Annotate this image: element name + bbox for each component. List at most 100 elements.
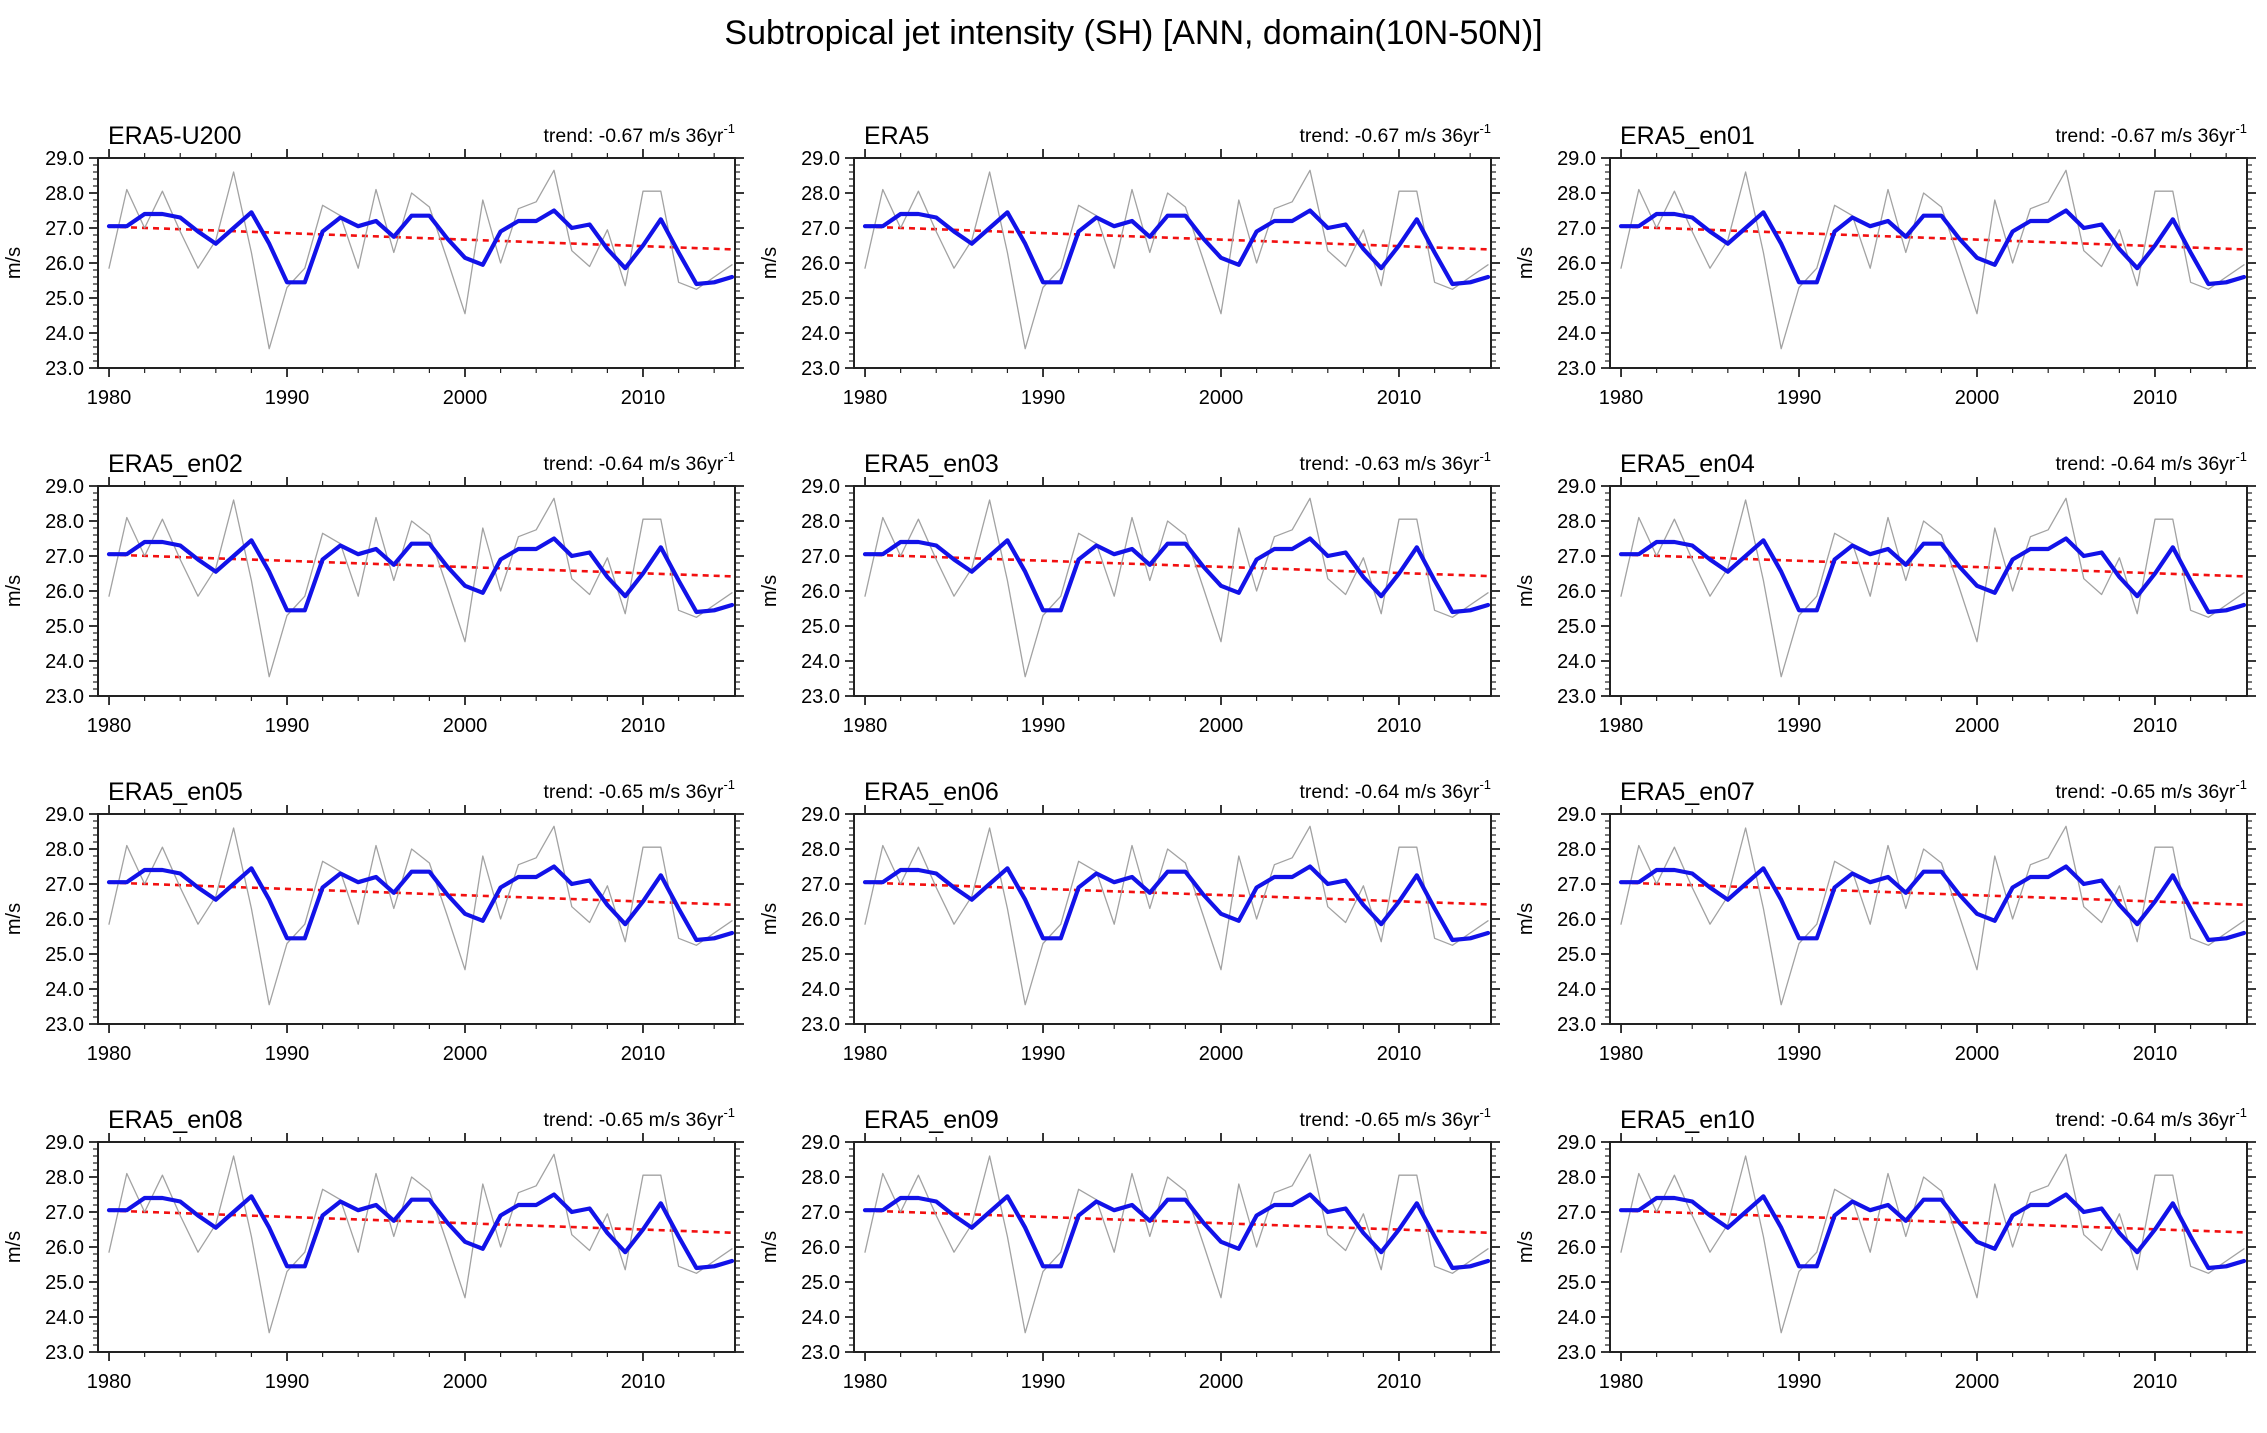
y-tick-label: 28.0 [45, 1167, 84, 1189]
chart-panel-ERA5: 23.0 24.0 25.0 26.0 27.0 28.0 29.0 m/s 1980 1990 2… [756, 112, 1512, 440]
annual-line [864, 1153, 1489, 1334]
trend-label: trend: -0.63 m/s 36yr-1 [1300, 449, 1491, 475]
y-tick-label: 29.0 [45, 1132, 84, 1154]
axis-frame [1609, 485, 2248, 697]
x-tick-label: 1990 [265, 715, 310, 737]
chart-panel-ERA5_en06: 23.0 24.0 25.0 26.0 27.0 28.0 29.0 m/s 1980 1990 2… [756, 768, 1512, 1096]
y-tick-label: 27.0 [801, 874, 840, 896]
panel-svg: 23.0 24.0 25.0 26.0 27.0 28.0 29.0 m/s 1980 1990 2… [1515, 1105, 2256, 1393]
y-tick-label: 26.0 [1557, 1237, 1596, 1259]
y-tick-label: 28.0 [801, 1167, 840, 1189]
y-tick-label: 29.0 [801, 476, 840, 498]
x-tick-label: 1980 [843, 387, 888, 409]
x-tick-label: 1980 [1599, 1371, 1644, 1393]
page-title: Subtropical jet intensity (SH) [ANN, dom… [724, 14, 1543, 52]
x-tick-label: 1990 [1021, 1043, 1066, 1065]
trend-label: trend: -0.67 m/s 36yr-1 [1300, 121, 1491, 147]
axis-frame [853, 813, 1492, 1025]
x-tick-label: 2010 [621, 715, 666, 737]
x-tick-label: 2010 [2133, 715, 2178, 737]
panel-svg: 23.0 24.0 25.0 26.0 27.0 28.0 29.0 m/s 1980 1990 2… [1515, 777, 2256, 1065]
y-tick-label: 26.0 [1557, 909, 1596, 931]
x-tick-label: 1990 [1021, 387, 1066, 409]
x-tick-label: 1980 [843, 715, 888, 737]
y-tick-label: 27.0 [45, 1202, 84, 1224]
y-axis-title: m/s [759, 1231, 781, 1263]
chart-panel-ERA5_en03: 23.0 24.0 25.0 26.0 27.0 28.0 29.0 m/s 1980 1990 2… [756, 440, 1512, 768]
x-tick-label: 2010 [621, 1371, 666, 1393]
trend-line [108, 881, 733, 907]
y-tick-label: 23.0 [1557, 1342, 1596, 1364]
x-tick-label: 2010 [621, 387, 666, 409]
y-tick-label: 28.0 [1557, 1167, 1596, 1189]
panel-title: ERA5_en06 [864, 778, 999, 806]
panel-svg: 23.0 24.0 25.0 26.0 27.0 28.0 29.0 m/s 1980 1990 2… [3, 777, 744, 1065]
panel-title: ERA5_en08 [108, 1106, 243, 1134]
panel-svg: 23.0 24.0 25.0 26.0 27.0 28.0 29.0 m/s 1980 1990 2… [759, 449, 1500, 737]
y-tick-label: 25.0 [801, 288, 840, 310]
smoothed-line [862, 208, 1491, 287]
x-tick-label: 1980 [87, 387, 132, 409]
x-tick-label: 1990 [1021, 715, 1066, 737]
x-tick-label: 2010 [2133, 1371, 2178, 1393]
panel-title: ERA5_en09 [864, 1106, 999, 1134]
x-tick-label: 2000 [1199, 1043, 1244, 1065]
y-axis-title: m/s [759, 903, 781, 935]
panel-svg: 23.0 24.0 25.0 26.0 27.0 28.0 29.0 m/s 1980 1990 2… [759, 1105, 1500, 1393]
x-tick-label: 1990 [1021, 1371, 1066, 1393]
y-tick-label: 26.0 [801, 253, 840, 275]
smoothed-line [1618, 1192, 2247, 1271]
x-tick-label: 1990 [265, 1043, 310, 1065]
annual-line [864, 497, 1489, 678]
annual-line [1620, 825, 2245, 1006]
panel-svg: 23.0 24.0 25.0 26.0 27.0 28.0 29.0 m/s 1980 1990 2… [1515, 121, 2256, 409]
trend-label: trend: -0.67 m/s 36yr-1 [2056, 121, 2247, 147]
axis-frame [1609, 1141, 2248, 1353]
trend-line [108, 553, 733, 578]
annual-line [108, 825, 733, 1006]
y-tick-label: 28.0 [801, 839, 840, 861]
y-tick-label: 29.0 [1557, 476, 1596, 498]
axis-frame [853, 1141, 1492, 1353]
y-tick-label: 27.0 [801, 1202, 840, 1224]
chart-panel-ERA5_en04: 23.0 24.0 25.0 26.0 27.0 28.0 29.0 m/s 1980 1990 2… [1512, 440, 2267, 768]
chart-panel-ERA5_en07: 23.0 24.0 25.0 26.0 27.0 28.0 29.0 m/s 1980 1990 2… [1512, 768, 2267, 1096]
trend-label: trend: -0.64 m/s 36yr-1 [1300, 777, 1491, 803]
trend-superscript: -1 [1479, 121, 1491, 136]
axis-frame [1609, 157, 2248, 369]
y-tick-label: 29.0 [45, 148, 84, 170]
y-axis-title: m/s [3, 1231, 25, 1263]
smoothed-line [1618, 864, 2247, 943]
y-axis-title: m/s [1515, 575, 1537, 607]
panel-svg: 23.0 24.0 25.0 26.0 27.0 28.0 29.0 m/s 1980 1990 2… [3, 1105, 744, 1393]
y-axis-title: m/s [3, 247, 25, 279]
y-tick-label: 26.0 [801, 909, 840, 931]
trend-line [1620, 1209, 2245, 1234]
smoothed-line [106, 864, 735, 943]
y-tick-label: 29.0 [45, 476, 84, 498]
x-tick-label: 2000 [1955, 1043, 2000, 1065]
smoothed-line [106, 208, 735, 287]
y-tick-label: 23.0 [45, 686, 84, 708]
y-tick-label: 27.0 [45, 546, 84, 568]
trend-superscript: -1 [2235, 449, 2247, 464]
x-tick-label: 1980 [843, 1043, 888, 1065]
y-tick-label: 24.0 [45, 323, 84, 345]
y-tick-label: 25.0 [45, 616, 84, 638]
y-tick-label: 24.0 [801, 323, 840, 345]
y-tick-label: 25.0 [45, 944, 84, 966]
trend-label: trend: -0.67 m/s 36yr-1 [544, 121, 735, 147]
y-tick-label: 24.0 [45, 651, 84, 673]
y-tick-label: 25.0 [45, 1272, 84, 1294]
panel-title: ERA5_en10 [1620, 1106, 1755, 1134]
annual-line [1620, 169, 2245, 350]
trend-superscript: -1 [1479, 1105, 1491, 1120]
y-tick-label: 23.0 [45, 1014, 84, 1036]
y-tick-label: 25.0 [801, 616, 840, 638]
y-tick-label: 28.0 [45, 839, 84, 861]
smoothed-line [1618, 208, 2247, 287]
trend-line [108, 225, 733, 251]
x-tick-label: 2000 [443, 715, 488, 737]
trend-line [108, 1209, 733, 1235]
